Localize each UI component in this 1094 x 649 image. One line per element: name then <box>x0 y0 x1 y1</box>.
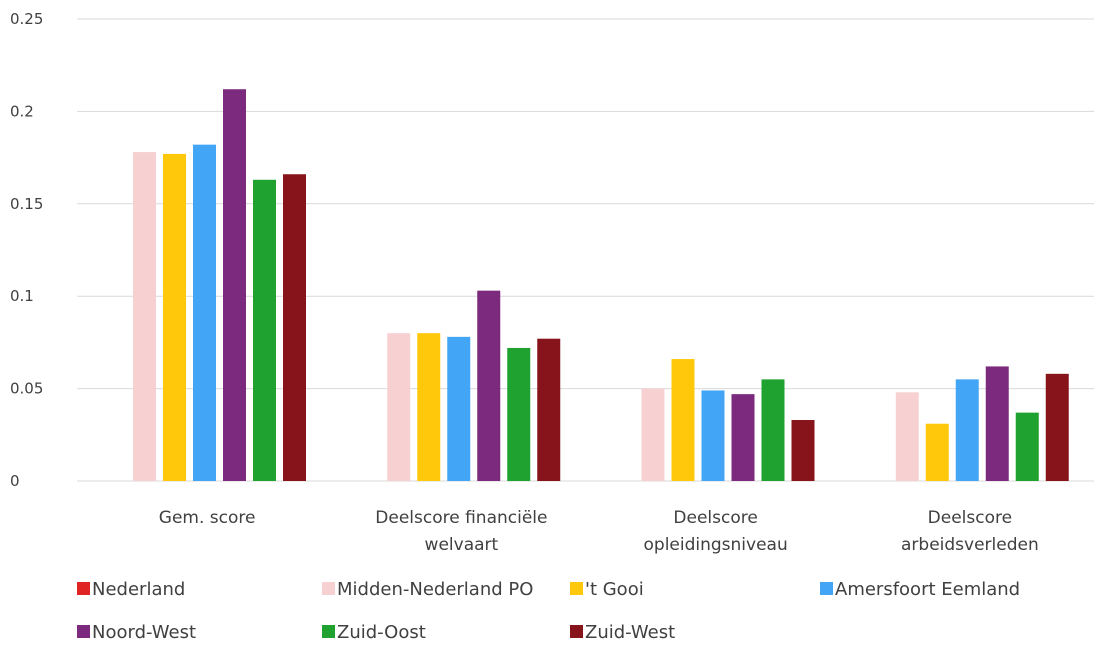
y-tick-label: 0.25 <box>10 10 43 28</box>
bars <box>133 89 1069 482</box>
bar-zuid-oost-3 <box>1015 412 1039 481</box>
x-category-label: Deelscore <box>673 508 757 528</box>
bar-midden-nederland-po-0 <box>133 152 156 481</box>
x-axis: Gem. score Deelscore financiële welvaart De… <box>159 508 1039 555</box>
x-category-label: Deelscore financiële <box>375 508 547 528</box>
bar-midden-nederland-po-3 <box>895 392 919 481</box>
x-category-label: Gem. score <box>159 508 256 528</box>
bar-amersfoort-eemland-3 <box>955 379 979 481</box>
legend-label: Noord-West <box>92 622 196 643</box>
bar-zuid-oost-1 <box>507 347 531 481</box>
bar--t-gooi-2 <box>671 359 695 481</box>
bar--t-gooi-1 <box>417 333 441 481</box>
bar-zuid-west-0 <box>283 174 306 481</box>
y-tick-label: 0 <box>10 472 20 490</box>
legend-label: Midden-Nederland PO <box>337 579 533 600</box>
y-tick-label: 0.05 <box>10 380 43 398</box>
bar-zuid-oost-0 <box>253 179 276 481</box>
legend-swatch <box>570 582 583 595</box>
bar-amersfoort-eemland-1 <box>447 336 471 481</box>
y-tick-label: 0.15 <box>10 195 43 213</box>
y-axis: 0 0.05 0.1 0.15 0.2 0.25 <box>10 10 43 490</box>
bar-noord-west-2 <box>731 394 755 481</box>
legend: Nederland Midden-Nederland PO 't Gooi Amers… <box>77 579 1020 643</box>
x-category-label: arbeidsverleden <box>901 535 1039 555</box>
legend-label: 't Gooi <box>585 579 644 600</box>
x-category-label: opleidingsniveau <box>644 535 788 555</box>
bar-midden-nederland-po-1 <box>387 333 411 481</box>
legend-label: Zuid-West <box>585 622 675 643</box>
bar-noord-west-3 <box>985 366 1009 481</box>
bar-amersfoort-eemland-2 <box>701 390 725 481</box>
legend-label: Zuid-Oost <box>337 622 426 643</box>
bar-noord-west-1 <box>477 290 501 481</box>
bar-zuid-oost-2 <box>761 379 785 481</box>
legend-swatch <box>570 625 583 638</box>
legend-swatch <box>322 625 335 638</box>
bar--t-gooi-3 <box>925 423 949 481</box>
legend-label: Nederland <box>92 579 185 600</box>
bar-zuid-west-2 <box>791 420 815 481</box>
legend-swatch <box>322 582 335 595</box>
legend-swatch <box>77 625 90 638</box>
bar-amersfoort-eemland-0 <box>193 144 216 481</box>
bar-midden-nederland-po-2 <box>641 388 665 481</box>
x-category-label: welvaart <box>425 535 499 555</box>
gridlines <box>77 18 1094 482</box>
legend-label: Amersfoort Eemland <box>835 579 1020 600</box>
y-tick-label: 0.1 <box>10 287 34 305</box>
bar-zuid-west-1 <box>537 338 561 481</box>
bar-zuid-west-3 <box>1045 373 1069 481</box>
x-category-label: Deelscore <box>928 508 1012 528</box>
legend-swatch <box>820 582 833 595</box>
bar-noord-west-0 <box>223 89 246 481</box>
bar--t-gooi-0 <box>163 153 186 482</box>
y-tick-label: 0.2 <box>10 102 34 120</box>
legend-swatch <box>77 582 90 595</box>
